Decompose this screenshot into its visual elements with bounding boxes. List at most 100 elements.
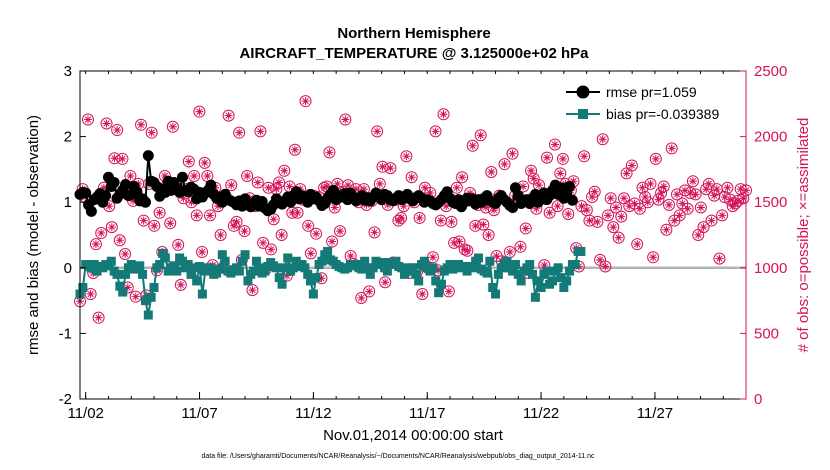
x-tick-label: 11/02	[67, 405, 103, 422]
obs-assimilated-cross	[609, 223, 618, 232]
obs-possible-circle	[554, 167, 567, 180]
obs-possible-circle	[583, 214, 596, 227]
obs-possible-circle	[644, 177, 657, 190]
obs-count-marker	[400, 150, 413, 163]
obs-count-marker	[273, 176, 286, 189]
obs-possible-circle	[246, 284, 259, 297]
obs-assimilated-cross	[248, 286, 257, 295]
obs-possible-circle	[665, 142, 678, 155]
obs-assimilated-cross	[206, 211, 215, 220]
obs-count-marker	[204, 209, 217, 222]
obs-possible-circle	[113, 234, 126, 247]
rmse-point	[507, 201, 519, 213]
bias-point	[488, 282, 498, 292]
bias-point	[140, 296, 150, 306]
obs-possible-circle	[119, 248, 132, 261]
obs-possible-circle	[379, 276, 392, 289]
obs-possible-circle	[721, 181, 734, 194]
obs-count-marker	[721, 181, 734, 194]
obs-assimilated-cross	[540, 261, 549, 270]
obs-assimilated-cross	[99, 183, 108, 192]
legend: rmse pr=1.059 bias pr=-0.039389	[559, 77, 743, 131]
obs-assimilated-cross	[598, 135, 607, 144]
obs-count-marker	[222, 109, 235, 122]
obs-assimilated-cross	[643, 198, 652, 207]
obs-count-marker	[482, 229, 495, 241]
obs-assimilated-cross	[91, 240, 100, 249]
obs-assimilated-cross	[272, 185, 281, 194]
obs-count-marker	[111, 124, 124, 137]
obs-assimilated-cross	[529, 174, 538, 183]
obs-assimilated-cross	[264, 183, 273, 192]
obs-assimilated-cross	[256, 127, 265, 136]
obs-possible-circle	[299, 95, 312, 108]
obs-assimilated-cross	[492, 251, 501, 260]
bias-point	[485, 256, 495, 266]
obs-assimilated-cross	[121, 250, 130, 259]
obs-possible-circle	[609, 201, 622, 214]
bias-point	[377, 258, 387, 268]
obs-assimilated-cross	[471, 221, 480, 230]
obs-assimilated-cross	[160, 171, 169, 180]
bias-point	[138, 269, 148, 279]
obs-assimilated-cross	[322, 182, 331, 191]
obs-count-marker	[437, 108, 450, 121]
obs-assimilated-cross	[667, 144, 676, 153]
obs-possible-circle	[241, 169, 254, 182]
obs-assimilated-cross	[304, 221, 313, 230]
obs-count-marker	[554, 167, 567, 180]
bias-point	[288, 263, 298, 273]
obs-possible-circle	[413, 211, 426, 224]
obs-count-marker	[620, 167, 633, 180]
obs-possible-circle	[275, 229, 288, 241]
obs-possible-circle	[548, 138, 561, 151]
bias-point	[234, 266, 244, 276]
obs-count-marker	[686, 175, 699, 188]
bias-point	[382, 266, 392, 276]
obs-assimilated-cross	[243, 171, 252, 180]
obs-count-marker	[562, 208, 575, 221]
obs-count-marker	[625, 159, 638, 172]
obs-assimilated-cross	[176, 280, 185, 289]
obs-possible-circle	[95, 227, 108, 240]
obs-assimilated-cross	[203, 171, 212, 180]
obs-assimilated-cross	[330, 203, 339, 212]
obs-count-marker	[702, 177, 715, 190]
obs-possible-circle	[89, 238, 102, 251]
obs-assimilated-cross	[359, 185, 368, 194]
obs-possible-circle	[182, 155, 195, 168]
obs-count-marker	[556, 152, 569, 165]
obs-possible-circle	[339, 113, 352, 126]
x-tick-label: 11/07	[181, 405, 217, 422]
obs-possible-circle	[291, 206, 304, 219]
obs-possible-circle	[461, 244, 474, 257]
obs-possible-circle	[190, 209, 203, 222]
y-right-tick-label: 2000	[754, 129, 787, 146]
bias-point	[570, 260, 580, 270]
obs-count-marker	[641, 196, 654, 209]
obs-possible-circle	[506, 147, 519, 160]
bias-point	[126, 260, 136, 270]
obs-assimilated-cross	[280, 166, 289, 175]
obs-assimilated-cross	[710, 191, 719, 200]
obs-assimilated-cross	[715, 254, 724, 263]
obs-assimilated-cross	[200, 158, 209, 167]
obs-possible-circle	[469, 219, 482, 232]
obs-possible-circle	[445, 215, 458, 228]
y-axis-right-label: # of obs: o=possible; ×=assimilated	[795, 118, 812, 353]
obs-assimilated-cross	[428, 253, 437, 262]
bias-point	[217, 250, 227, 260]
obs-count-marker	[379, 276, 392, 289]
x-tick-label: 11/22	[523, 405, 559, 422]
obs-assimilated-cross	[312, 229, 321, 238]
obs-count-marker	[604, 192, 617, 205]
y-right-tick-label: 0	[754, 391, 762, 408]
obs-count-marker	[299, 95, 312, 108]
bias-point	[462, 266, 472, 276]
bias-point	[160, 253, 170, 263]
bias-point	[169, 261, 179, 271]
obs-count-marker	[254, 125, 267, 138]
bias-point	[149, 282, 159, 292]
obs-possible-circle	[198, 156, 211, 169]
